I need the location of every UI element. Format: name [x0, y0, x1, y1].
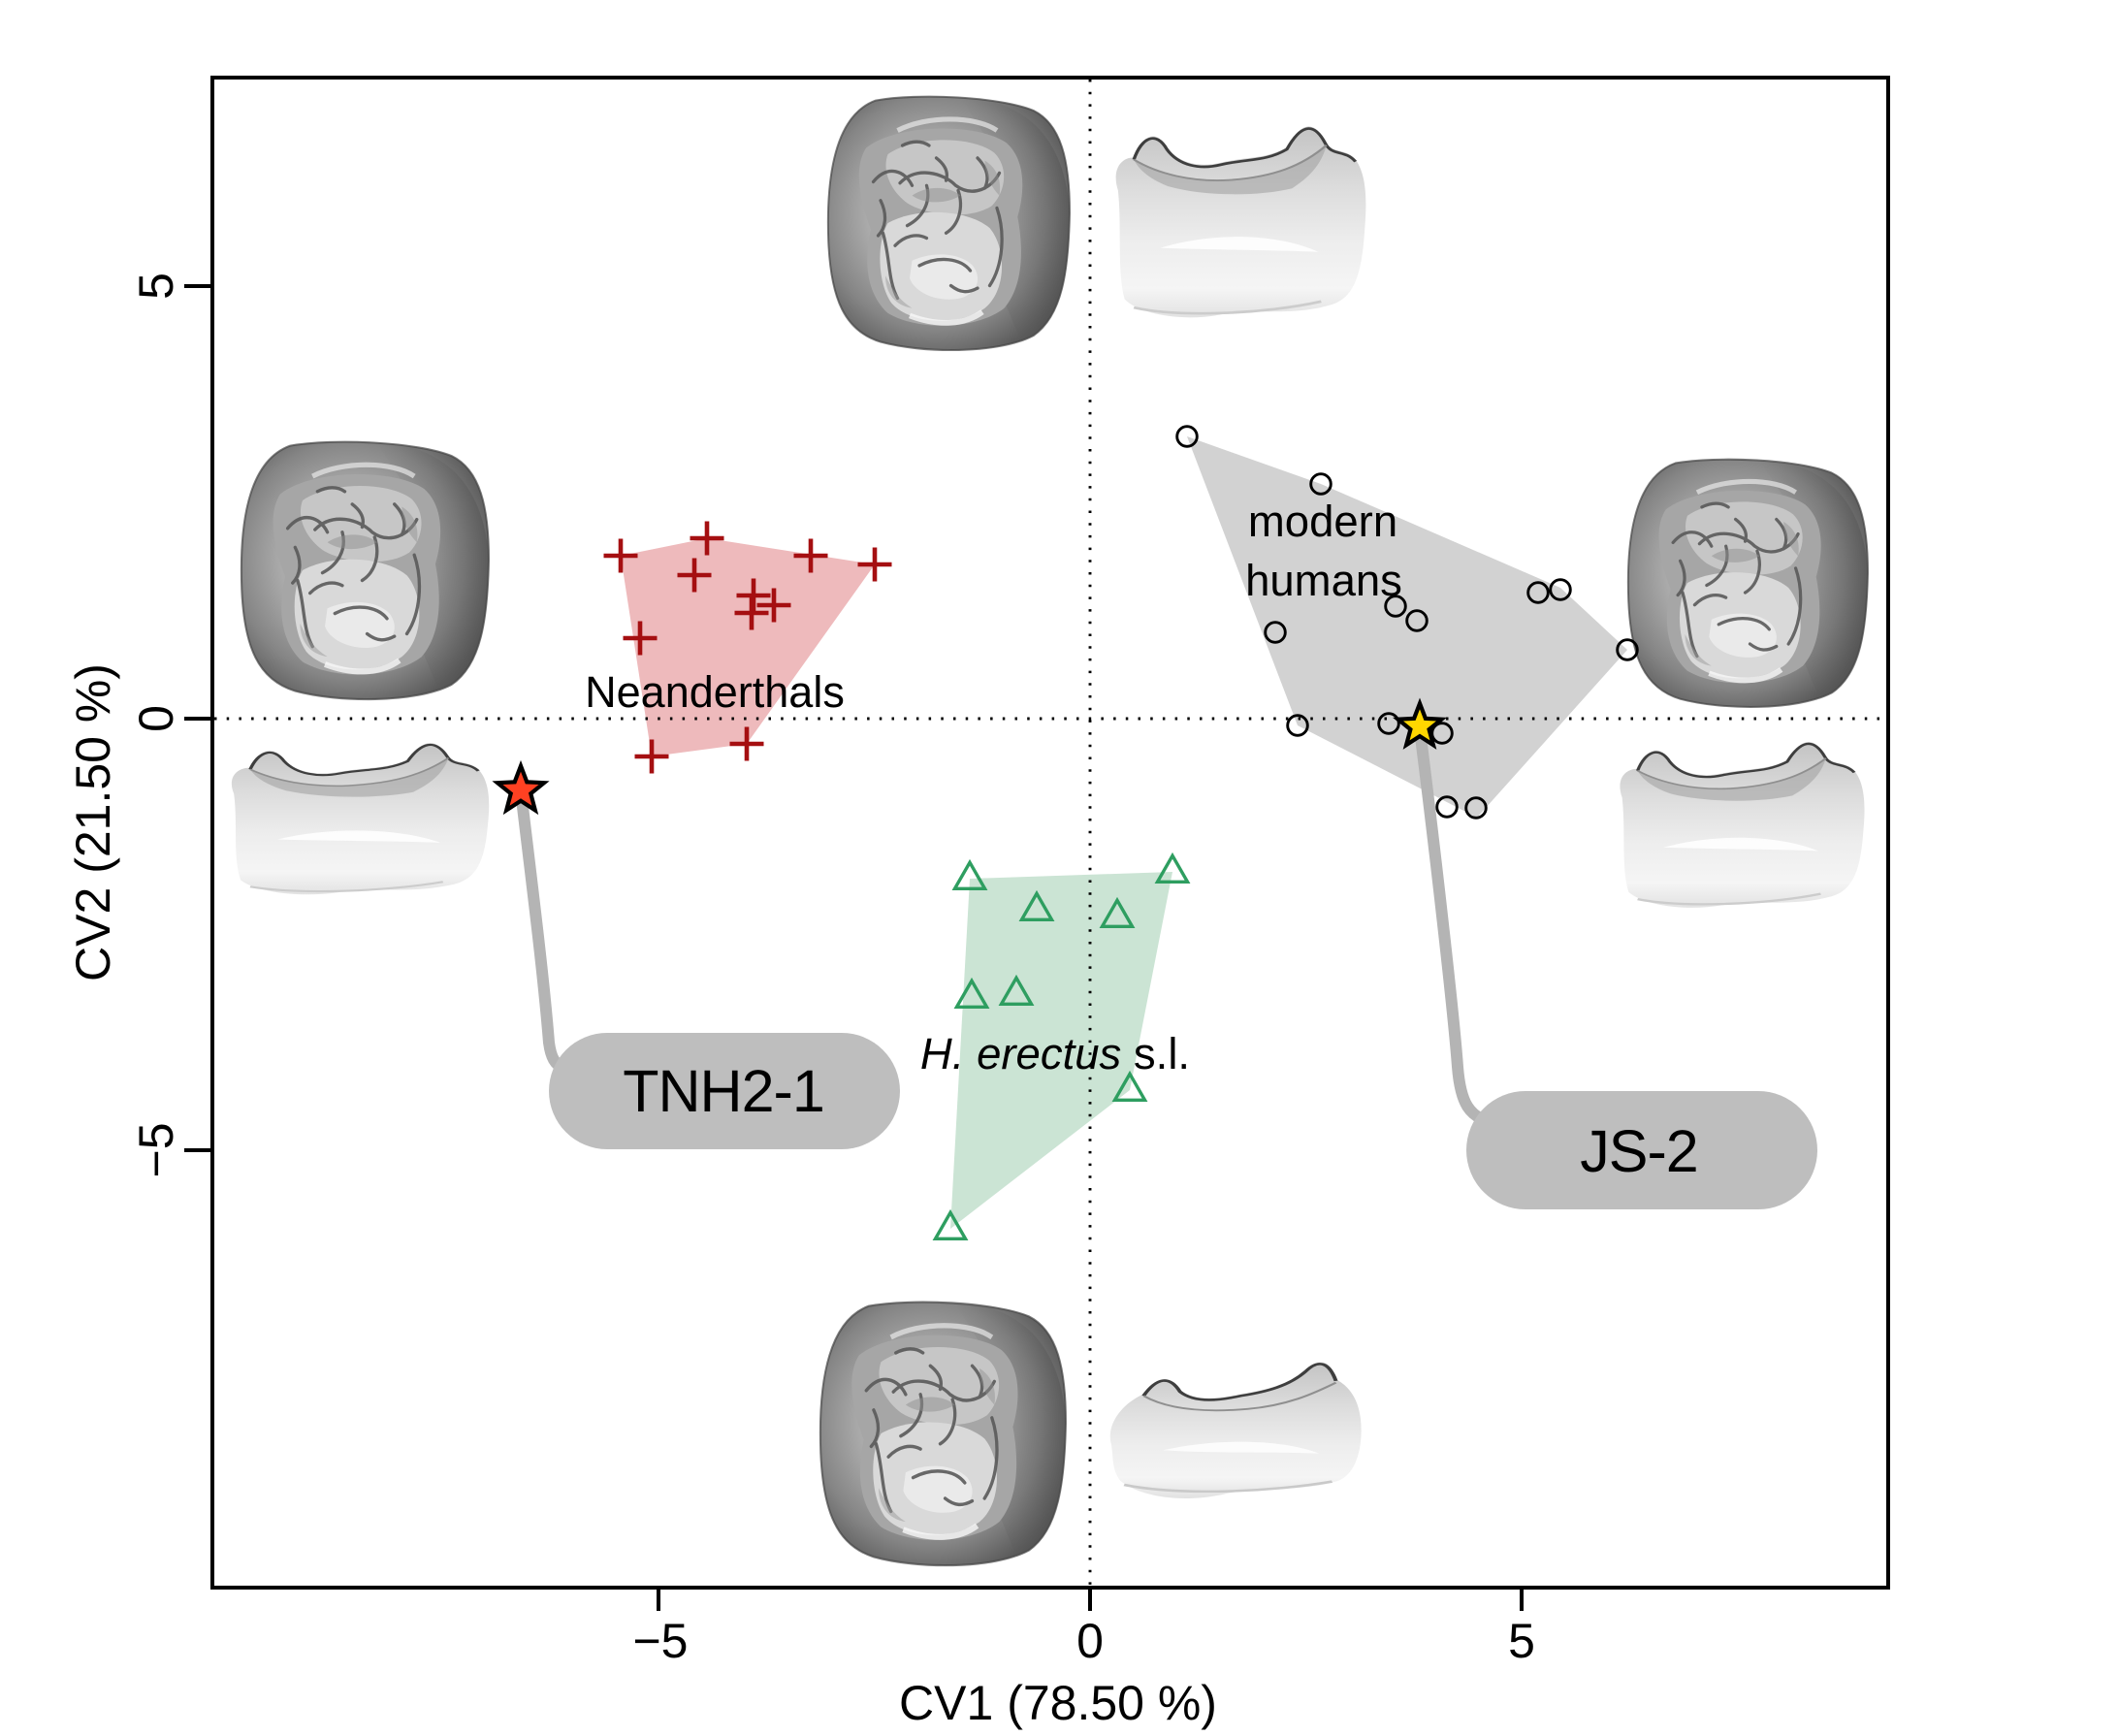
- svg-text:humans: humans: [1245, 556, 1402, 605]
- svg-text:H. erectus s.l.: H. erectus s.l.: [920, 1029, 1190, 1078]
- svg-text:−5: −5: [129, 1122, 183, 1177]
- svg-text:0: 0: [129, 705, 183, 732]
- svg-text:TNH2-1: TNH2-1: [623, 1058, 824, 1124]
- svg-text:CV2 (21.50 %): CV2 (21.50 %): [66, 663, 120, 981]
- svg-text:Neanderthals: Neanderthals: [585, 667, 845, 717]
- svg-text:5: 5: [129, 273, 183, 300]
- svg-text:5: 5: [1508, 1614, 1535, 1668]
- svg-text:JS-2: JS-2: [1580, 1118, 1697, 1184]
- svg-text:modern: modern: [1248, 497, 1397, 546]
- svg-text:−5: −5: [632, 1614, 688, 1668]
- svg-text:CV1 (78.50 %): CV1 (78.50 %): [899, 1676, 1217, 1730]
- svg-text:0: 0: [1076, 1614, 1104, 1668]
